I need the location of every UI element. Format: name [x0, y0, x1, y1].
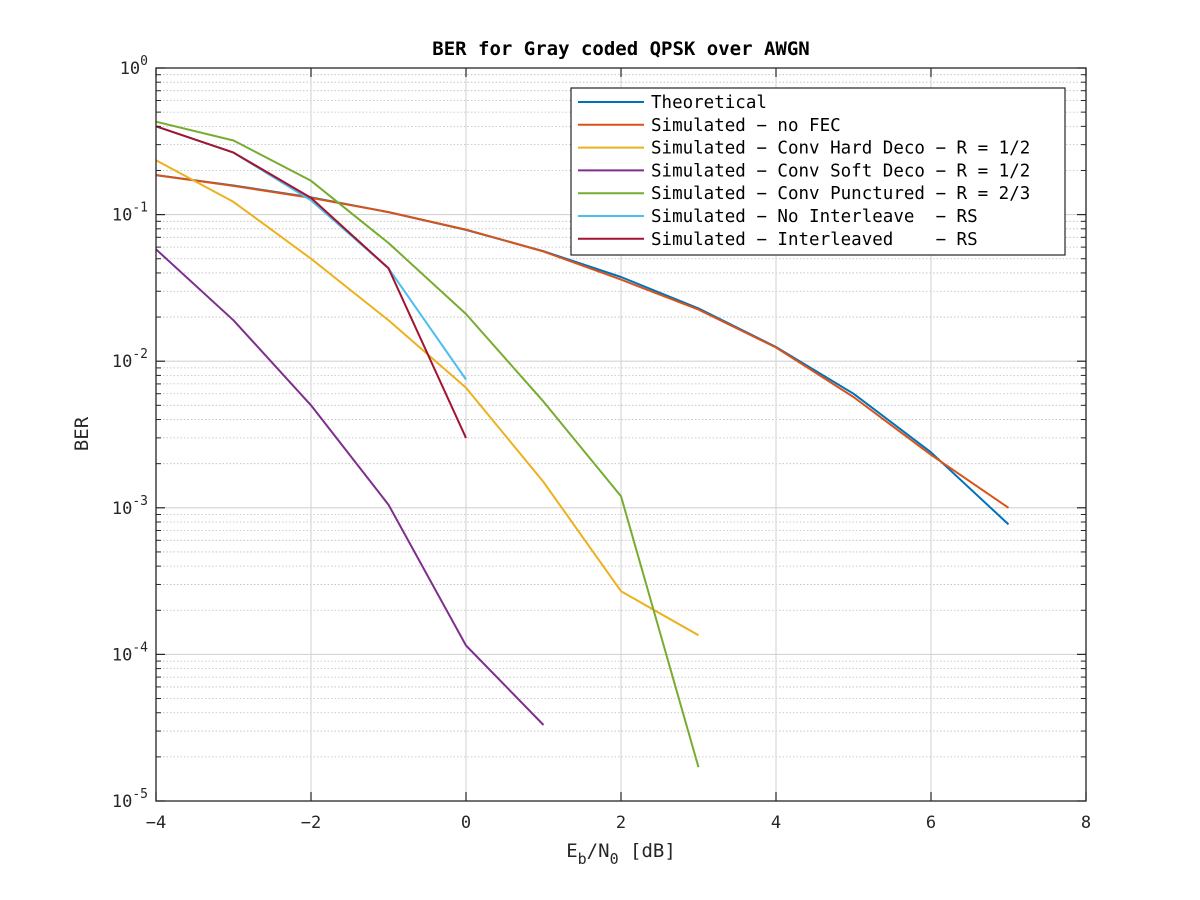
x-tick-labels: −4 −2 0 2 4 6 8 [146, 813, 1091, 833]
x-axis-label: Eb/N0 [dB] [566, 840, 676, 868]
x-tick-label: 0 [461, 813, 471, 833]
legend-label: Simulated − no FEC [651, 116, 841, 136]
x-tick-label: 4 [771, 813, 781, 833]
x-tick-label: −4 [146, 813, 166, 833]
x-tick-label: 2 [616, 813, 626, 833]
legend: Theoretical Simulated − no FEC Simulated −… [570, 87, 1066, 256]
x-tick-label: −2 [301, 813, 321, 833]
series-line-5 [155, 120, 700, 768]
y-axis-label: BER [71, 416, 93, 451]
y-tick-label: 100 [120, 54, 148, 79]
legend-label: Simulated − Conv Punctured − R = 2/3 [651, 184, 1030, 204]
x-tick-label: 8 [1081, 813, 1091, 833]
legend-box [570, 87, 1066, 256]
y-tick-label: 10-1 [112, 201, 148, 226]
tick-marks [155, 67, 1087, 802]
chart-title: BER for Gray coded QPSK over AWGN [432, 38, 810, 60]
series-line-7 [155, 125, 467, 439]
series-line-4 [155, 248, 545, 726]
legend-label: Simulated − No Interleave − RS [651, 207, 978, 227]
legend-label: Simulated − Conv Soft Deco − R = 1/2 [651, 161, 1030, 181]
y-tick-label: 10-5 [112, 787, 148, 812]
x-tick-label: 6 [926, 813, 936, 833]
y-tick-labels: 100 10-1 10-2 10-3 10-4 10-5 [112, 54, 148, 812]
legend-label: Theoretical [651, 93, 767, 113]
y-tick-label: 10-4 [112, 640, 148, 665]
legend-label: Simulated − Conv Hard Deco − R = 1/2 [651, 139, 1030, 159]
y-tick-label: 10-2 [112, 347, 148, 372]
y-tick-label: 10-3 [112, 494, 148, 519]
legend-label: Simulated − Interleaved − RS [651, 230, 978, 250]
series-layer [155, 120, 1010, 768]
series-line-2 [155, 174, 1010, 509]
